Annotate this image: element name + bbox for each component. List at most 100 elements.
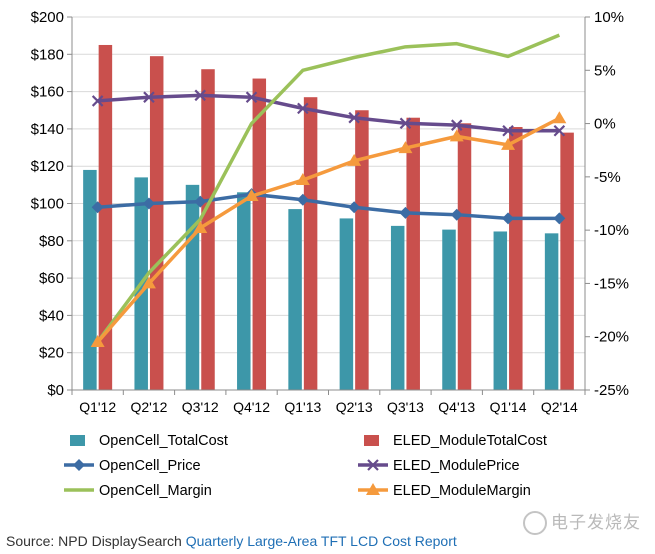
- point-ELED_ModuleMargin: [449, 129, 464, 142]
- point-ELED_ModulePrice: [91, 95, 104, 107]
- point-OpenCell_Price: [348, 201, 361, 214]
- left-tick-label: $180: [31, 46, 64, 63]
- bar-OpenCell_TotalCost: [339, 218, 354, 390]
- right-tick-label: -5%: [594, 169, 621, 186]
- legend-marker: [73, 459, 85, 471]
- category-label: Q2'12: [130, 399, 167, 415]
- point-ELED_ModulePrice: [245, 91, 258, 103]
- right-tick-label: 0%: [594, 116, 616, 133]
- legend-marker: [366, 483, 380, 495]
- bar-OpenCell_TotalCost: [288, 209, 302, 390]
- left-tick-label: $20: [39, 345, 64, 362]
- point-ELED_ModuleMargin: [244, 189, 259, 202]
- bar-ELED_ModuleTotalCost: [98, 44, 113, 390]
- bars: [83, 44, 574, 391]
- source-report-link[interactable]: Quarterly Large-Area TFT LCD Cost Report: [185, 533, 457, 549]
- category-label: Q1'14: [490, 399, 527, 415]
- axes: [67, 16, 590, 395]
- bar-ELED_ModuleTotalCost: [509, 127, 523, 390]
- chart: $0 $20 $40 $60 $80 $100 $120 $140 $160 $180 $200 -2…: [31, 9, 629, 499]
- legend-label: OpenCell_Margin: [99, 483, 212, 499]
- bar-OpenCell_TotalCost: [83, 169, 97, 390]
- legend-label: ELED_ModuleTotalCost: [393, 433, 547, 449]
- point-ELED_ModuleMargin: [501, 137, 516, 150]
- source-prefix: Source: NPD DisplaySearch: [6, 533, 186, 549]
- legend-label: ELED_ModuleMargin: [393, 483, 531, 499]
- bar-ELED_ModuleTotalCost: [355, 110, 369, 390]
- category-label: Q3'12: [182, 399, 219, 415]
- point-ELED_ModuleMargin: [193, 221, 208, 234]
- bar-ELED_ModuleTotalCost: [252, 78, 267, 391]
- point-ELED_ModulePrice: [450, 119, 463, 131]
- legend-marker: [367, 459, 379, 471]
- point-ELED_ModuleMargin: [141, 276, 156, 289]
- line-ELED_ModulePrice: [97, 93, 560, 133]
- point-ELED_ModulePrice: [348, 111, 360, 124]
- point-ELED_ModulePrice: [399, 117, 412, 130]
- bar-ELED_ModuleTotalCost: [303, 97, 318, 390]
- category-label: Q3'13: [387, 399, 424, 415]
- bar-ELED_ModuleTotalCost: [457, 123, 472, 391]
- bar-OpenCell_TotalCost: [544, 233, 559, 390]
- bar-ELED_ModuleTotalCost: [560, 132, 574, 390]
- left-tick-label: $160: [31, 84, 64, 101]
- legend-label: OpenCell_TotalCost: [99, 433, 228, 449]
- left-tick-label: $0: [47, 382, 64, 399]
- legend-label: OpenCell_Price: [99, 458, 201, 474]
- legend-swatch: [364, 435, 379, 446]
- bar-OpenCell_TotalCost: [185, 184, 200, 390]
- left-tick-label: $120: [31, 158, 64, 175]
- category-label: Q1'12: [79, 399, 116, 415]
- bar-OpenCell_TotalCost: [237, 192, 251, 390]
- point-OpenCell_Price: [553, 212, 566, 225]
- bar-OpenCell_TotalCost: [442, 229, 456, 390]
- right-tick-label: 10%: [594, 9, 624, 26]
- bar-ELED_ModuleTotalCost: [149, 56, 164, 390]
- point-OpenCell_Price: [91, 201, 104, 214]
- point-OpenCell_Price: [450, 208, 463, 221]
- watermark-text: 电子发烧友: [551, 513, 641, 533]
- watermark-logo-icon: [523, 511, 547, 535]
- right-tick-label: -10%: [594, 222, 629, 239]
- point-ELED_ModuleMargin: [295, 173, 310, 186]
- right-tick-label: 5%: [594, 62, 616, 79]
- line-ELED_ModuleMargin: [96, 116, 561, 344]
- left-tick-label: $80: [39, 233, 64, 250]
- gridlines: [72, 16, 585, 354]
- point-ELED_ModuleMargin: [398, 141, 413, 154]
- point-ELED_ModulePrice: [143, 91, 155, 103]
- point-ELED_ModulePrice: [502, 124, 514, 137]
- right-tick-label: -25%: [594, 382, 629, 399]
- point-ELED_ModulePrice: [297, 102, 309, 115]
- point-OpenCell_Price: [194, 195, 207, 208]
- bar-ELED_ModuleTotalCost: [406, 117, 420, 391]
- point-ELED_ModulePrice: [553, 124, 566, 137]
- legend-swatch: [70, 435, 85, 446]
- line-OpenCell_Margin: [96, 33, 561, 344]
- point-OpenCell_Price: [142, 197, 155, 210]
- left-tick-label: $40: [39, 307, 64, 324]
- left-tick-label: $60: [39, 270, 64, 287]
- line-OpenCell_Price: [97, 192, 560, 221]
- point-ELED_ModuleMargin: [90, 335, 105, 348]
- right-tick-label: -15%: [594, 275, 629, 292]
- point-OpenCell_Price: [399, 206, 412, 219]
- bar-OpenCell_TotalCost: [493, 231, 508, 390]
- bar-OpenCell_TotalCost: [390, 225, 405, 390]
- point-ELED_ModuleMargin: [347, 153, 362, 166]
- right-tick-label: -20%: [594, 329, 629, 346]
- source-note: Source: NPD DisplaySearch Quarterly Larg…: [6, 533, 457, 549]
- point-ELED_ModulePrice: [194, 89, 207, 102]
- category-label: Q1'13: [284, 399, 321, 415]
- category-label: Q2'14: [541, 399, 578, 415]
- legend-label: ELED_ModulePrice: [393, 458, 520, 474]
- point-ELED_ModuleMargin: [552, 111, 567, 124]
- series-lines: [90, 33, 567, 348]
- category-label: Q4'13: [438, 399, 475, 415]
- bar-ELED_ModuleTotalCost: [201, 69, 215, 390]
- tick-labels: $0 $20 $40 $60 $80 $100 $120 $140 $160 $180 $200 -2…: [31, 9, 629, 415]
- left-tick-label: $200: [31, 9, 64, 26]
- watermark: 电子发烧友: [523, 508, 641, 535]
- category-label: Q4'12: [233, 399, 270, 415]
- category-label: Q2'13: [336, 399, 373, 415]
